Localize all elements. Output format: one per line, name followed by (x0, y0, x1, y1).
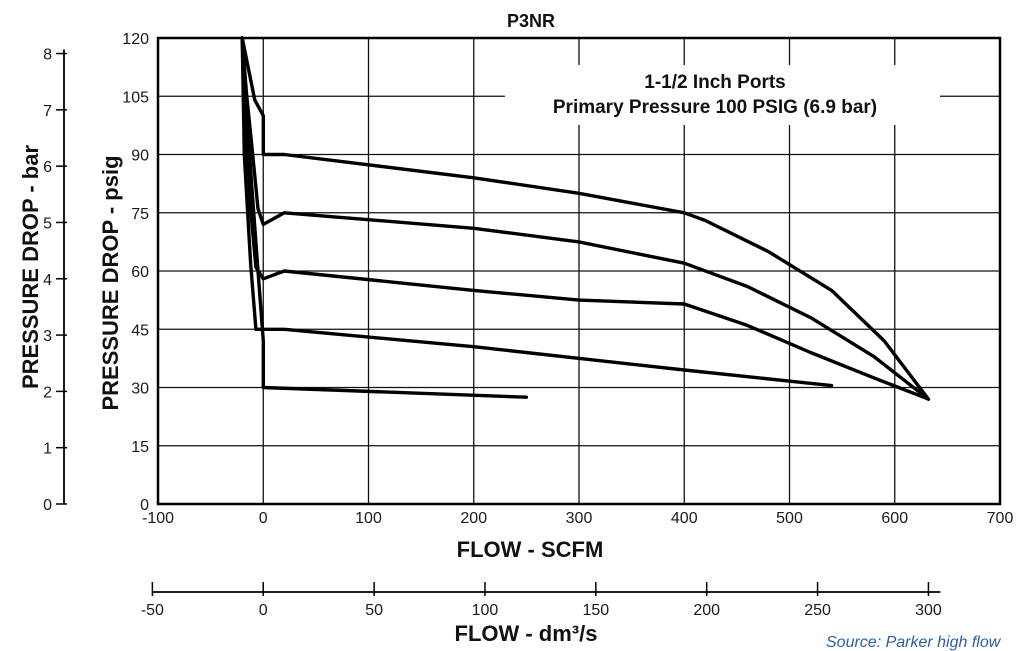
secondary-x-tick-label: 0 (259, 602, 268, 619)
secondary-x-tick-label: 100 (472, 602, 499, 619)
chart-title: P3NR (507, 11, 555, 31)
secondary-x-tick-label: 300 (915, 602, 942, 619)
x-tick-label: 300 (566, 510, 593, 527)
x-axis-label: FLOW - SCFM (457, 537, 604, 562)
secondary-y-tick-label: 6 (43, 159, 52, 176)
x-tick-label: 400 (671, 510, 698, 527)
y-tick-label: 45 (131, 322, 149, 339)
x-tick-label: 0 (259, 510, 268, 527)
plot-frame (156, 36, 1002, 506)
series-line (240, 36, 931, 401)
secondary-x-tick-label: 200 (693, 602, 720, 619)
x-tick-label: 600 (881, 510, 908, 527)
y-axis-label: PRESSURE DROP - psig (98, 155, 123, 410)
secondary-x-tick-label: 250 (804, 602, 831, 619)
x-tick-label: 200 (460, 510, 487, 527)
x-tick-label: 500 (776, 510, 803, 527)
series-line (240, 36, 931, 401)
source-note: Source: Parker high flow (826, 634, 1002, 651)
x-tick-label: 100 (355, 510, 382, 527)
y-tick-label: 90 (131, 148, 149, 165)
y-tick-label: 15 (131, 439, 149, 456)
secondary-y-tick-label: 5 (43, 215, 52, 232)
secondary-y-tick-label: 0 (43, 497, 52, 514)
y-tick-label: 30 (131, 381, 149, 398)
secondary-y-tick-label: 2 (43, 384, 52, 401)
secondary-y-tick-label: 1 (43, 441, 52, 458)
x-tick-label: 700 (987, 510, 1014, 527)
secondary-y-tick-label: 4 (43, 272, 52, 289)
tick-labels: -100 0 100 200 300 400 500 600 70001530456075901… (122, 31, 1013, 527)
series-line (240, 36, 529, 399)
secondary-y-tick-label: 3 (43, 328, 52, 345)
y-tick-label: 120 (122, 31, 149, 48)
secondary-y-axis-label: PRESSURE DROP - bar (18, 145, 43, 390)
y-tick-label: 75 (131, 206, 149, 223)
y-tick-label: 60 (131, 264, 149, 281)
y-tick-label: 105 (122, 89, 149, 106)
plot-border (156, 36, 1002, 506)
secondary-y-tick-label: 7 (43, 103, 52, 120)
secondary-y-tick-label: 8 (43, 47, 52, 64)
series-layer (240, 36, 931, 401)
secondary-x-tick-label: 150 (582, 602, 609, 619)
y-tick-label: 0 (140, 497, 149, 514)
series-line (240, 36, 834, 388)
annotation-box (505, 65, 940, 125)
annotation-line-1: 1-1/2 Inch Ports (644, 72, 786, 93)
secondary-x-tick-label: 50 (365, 602, 383, 619)
series-line (240, 36, 931, 401)
secondary-x-tick-label: -50 (141, 602, 164, 619)
annotation-line-2: Primary Pressure 100 PSIG (6.9 bar) (553, 97, 877, 118)
secondary-x-axis-label: FLOW - dm³/s (455, 621, 598, 646)
x-tick-label: -100 (142, 510, 174, 527)
